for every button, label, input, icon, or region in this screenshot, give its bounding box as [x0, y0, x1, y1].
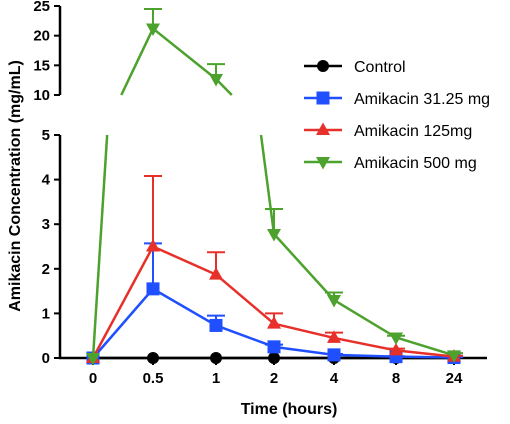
data-point-triangle-down: [389, 332, 403, 345]
series-line-segment: [152, 245, 217, 276]
data-point-triangle-down: [86, 353, 100, 366]
legend-item-amikacin-31-25-mg: Amikacin 31.25 mg: [304, 91, 490, 108]
series-line-segment: [152, 27, 217, 80]
data-point-triangle-down: [267, 229, 281, 242]
y-axis-label: Amikacin Concentration (mg/mL): [7, 60, 24, 312]
data-point-triangle-up: [146, 239, 160, 252]
series-line-segment: [333, 298, 397, 339]
data-point-square: [327, 348, 341, 362]
data-point-triangle-down: [327, 295, 341, 308]
y-tick-label: 2: [42, 261, 50, 278]
data-point-square: [316, 91, 330, 105]
series-line-segment: [333, 353, 397, 358]
data-point-square: [146, 282, 160, 296]
legend: Control Amikacin 31.25 mg Amikacin 125mg Am…: [304, 59, 490, 172]
legend-item-amikacin-500-mg: Amikacin 500 mg: [304, 155, 477, 172]
x-axis-label: Time (hours): [241, 401, 338, 418]
series-line-segment: [91, 134, 109, 359]
series-line-segment: [215, 273, 275, 325]
series-amikacin-125mg: [86, 175, 463, 363]
y-tick-label: 5: [42, 127, 50, 144]
data-point-circle: [317, 60, 329, 72]
series-line-segment: [395, 355, 455, 359]
data-point-triangle-up: [209, 267, 223, 280]
legend-label: Control: [354, 59, 406, 76]
y-tick-label: 0: [42, 350, 50, 367]
series-line-segment: [395, 336, 455, 357]
data-point-square: [267, 340, 281, 354]
series-line-segment: [273, 345, 335, 357]
legend-item-amikacin-125mg: Amikacin 125mg: [304, 122, 472, 140]
series-line-segment: [259, 134, 276, 235]
series-line-segment: [91, 245, 155, 359]
data-point-square: [209, 318, 223, 332]
y-tick-label: 10: [33, 87, 50, 104]
legend-label: Amikacin 125mg: [354, 123, 472, 140]
series-line-segment: [215, 324, 275, 349]
x-tick-label: 2: [270, 370, 278, 387]
data-point-triangle-up: [316, 122, 330, 135]
x-tick-label: 24: [446, 370, 463, 387]
legend-label: Amikacin 31.25 mg: [354, 91, 490, 108]
y-tick-label: 15: [33, 57, 50, 74]
plot-area: [86, 7, 463, 366]
data-point-circle: [210, 352, 222, 364]
data-point-triangle-up: [327, 330, 341, 343]
x-tick-label: 1: [212, 370, 220, 387]
y-tick-label: 3: [42, 216, 50, 233]
x-tick-label: 4: [330, 370, 339, 387]
y-tick-label: 20: [33, 28, 50, 45]
series-line-segment: [152, 287, 217, 327]
y-tick-label: 1: [42, 305, 50, 322]
data-point-circle: [147, 352, 159, 364]
series-amikacin-500-mg: [86, 7, 463, 366]
series-amikacin-31-25-mg: [86, 242, 463, 365]
series-line-segment: [395, 349, 455, 358]
data-point-triangle-down: [209, 73, 223, 87]
series-line-segment: [273, 322, 335, 340]
data-point-triangle-up: [267, 316, 281, 329]
legend-label: Amikacin 500 mg: [354, 155, 477, 172]
x-tick-label: 0.5: [143, 370, 164, 387]
series-line-segment: [273, 233, 335, 301]
data-point-circle: [268, 352, 280, 364]
data-point-triangle-down: [316, 157, 330, 170]
x-tick-label: 0: [89, 370, 97, 387]
data-point-triangle-down: [447, 350, 461, 363]
legend-item-control: Control: [304, 59, 406, 76]
x-tick-label: 8: [392, 370, 400, 387]
y-tick-label: 4: [42, 172, 51, 189]
series-line-segment: [120, 28, 155, 96]
data-point-triangle-up: [389, 342, 403, 356]
y-tick-label: 25: [33, 0, 50, 15]
data-point-triangle-down: [146, 23, 160, 37]
series-line-segment: [92, 288, 154, 359]
series-line-segment: [333, 336, 397, 352]
